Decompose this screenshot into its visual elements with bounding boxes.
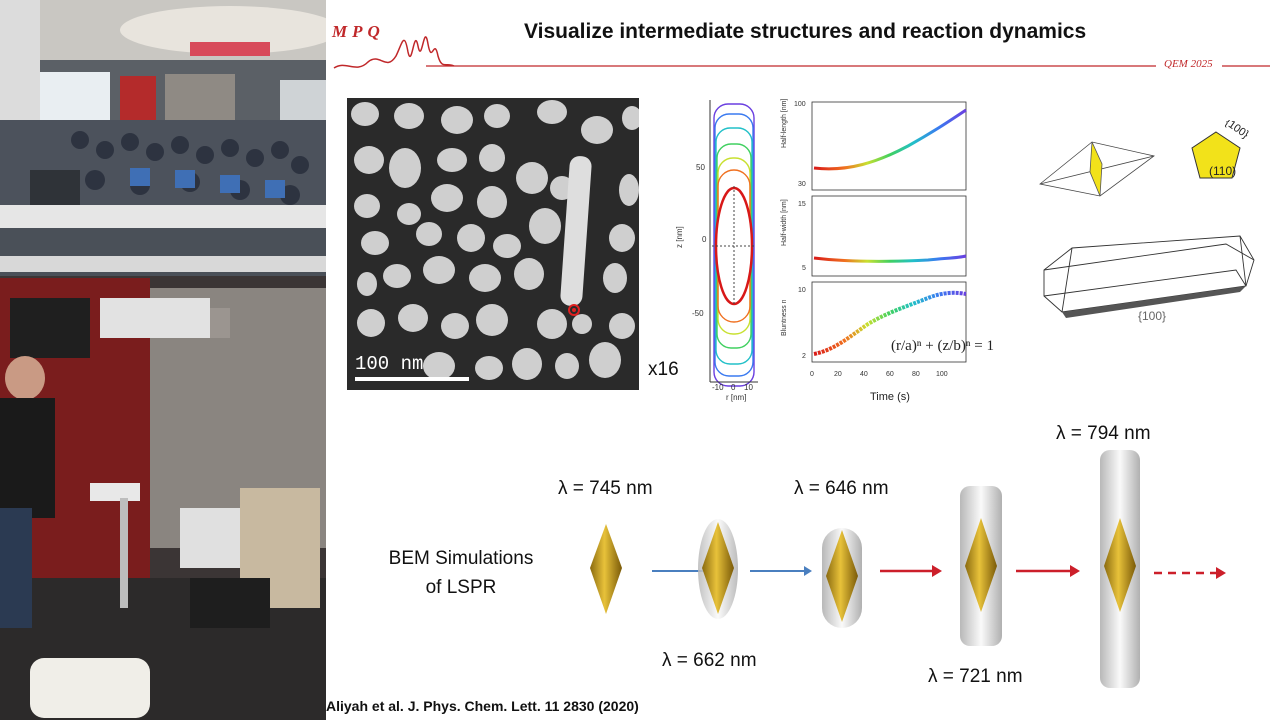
panel2-ylabel: Half-width [nm] [781, 199, 788, 246]
magnification-label: x16 [648, 359, 679, 380]
slide-title: Visualize intermediate structures and re… [524, 20, 1087, 43]
audience-scene [0, 0, 326, 228]
bem-label-line1: BEM Simulations [388, 548, 534, 569]
citation: Aliyah et al. J. Phys. Chem. Lett. 11 28… [326, 698, 639, 714]
crystal-models: (110) {100} {100} [1039, 120, 1255, 323]
profile-xlabel: r [nm] [726, 393, 746, 402]
speaker-scene [0, 228, 326, 720]
xtick-20: 20 [834, 371, 842, 378]
xtick-80: 80 [912, 371, 920, 378]
pentagon-facet-label: (110) [1209, 164, 1236, 178]
shape-profile-plot: z [nm] 50 0 -50 -10 0 10 r [nm] [675, 100, 758, 402]
panel2-ytick-bottom: 5 [802, 265, 806, 272]
panel1-ylabel: Half-length [nm] [781, 99, 788, 148]
panel3-ylabel: Bluntness n [781, 299, 788, 336]
panel1-ytick-bottom: 30 [798, 181, 806, 188]
scale-bar-label: 100 nm [355, 353, 424, 375]
profile-ylabel: z [nm] [675, 226, 684, 248]
panel2-ytick-top: 15 [798, 201, 806, 208]
stem-micrograph: 100 nm [347, 98, 639, 390]
wavelength-794: λ = 794 nm [1056, 423, 1151, 444]
wavelength-745: λ = 745 nm [558, 478, 653, 499]
top-facet-label: {100} [1223, 120, 1251, 141]
superellipse-formula: (r/a)ⁿ + (z/b)ⁿ = 1 [891, 338, 994, 354]
time-axis-label: Time (s) [870, 391, 910, 403]
profile-ytick-50: 50 [696, 163, 705, 172]
wavelength-646: λ = 646 nm [794, 478, 889, 499]
panel1-ytick-top: 100 [794, 101, 806, 108]
institute-logo: MPQ [332, 22, 385, 41]
lspr-simulation-sequence [590, 450, 1226, 688]
presentation-slide: MPQ Visualize intermediate structures an… [326, 0, 1280, 720]
panel3-ytick-top: 10 [798, 287, 806, 294]
wavelength-721: λ = 721 nm [928, 666, 1023, 687]
xtick-60: 60 [886, 371, 894, 378]
profile-ytick-0: 0 [702, 235, 707, 244]
profile-xtick-10: 10 [744, 383, 753, 392]
xtick-0: 0 [810, 371, 814, 378]
bem-simulation-label: BEM Simulations of LSPR [366, 544, 556, 602]
profile-xtick-0: 0 [731, 383, 736, 392]
panel3-ytick-bottom: 2 [802, 353, 806, 360]
wavelength-662: λ = 662 nm [662, 650, 757, 671]
audience-camera-feed [0, 0, 326, 228]
time-series-plots: Half-length [nm] Half-width [nm] Bluntne… [781, 99, 967, 403]
speaker-camera-feed [0, 228, 326, 720]
nanoparticles-image [347, 98, 639, 390]
bottom-facet-label: {100} [1138, 309, 1166, 323]
profile-xtick-neg10: -10 [712, 383, 724, 392]
xtick-40: 40 [860, 371, 868, 378]
xtick-100: 100 [936, 371, 948, 378]
profile-ytick-neg50: -50 [692, 309, 704, 318]
bem-label-line2: of LSPR [425, 577, 497, 598]
conference-label: QEM 2025 [1164, 58, 1213, 70]
header-decoration [333, 36, 1270, 69]
